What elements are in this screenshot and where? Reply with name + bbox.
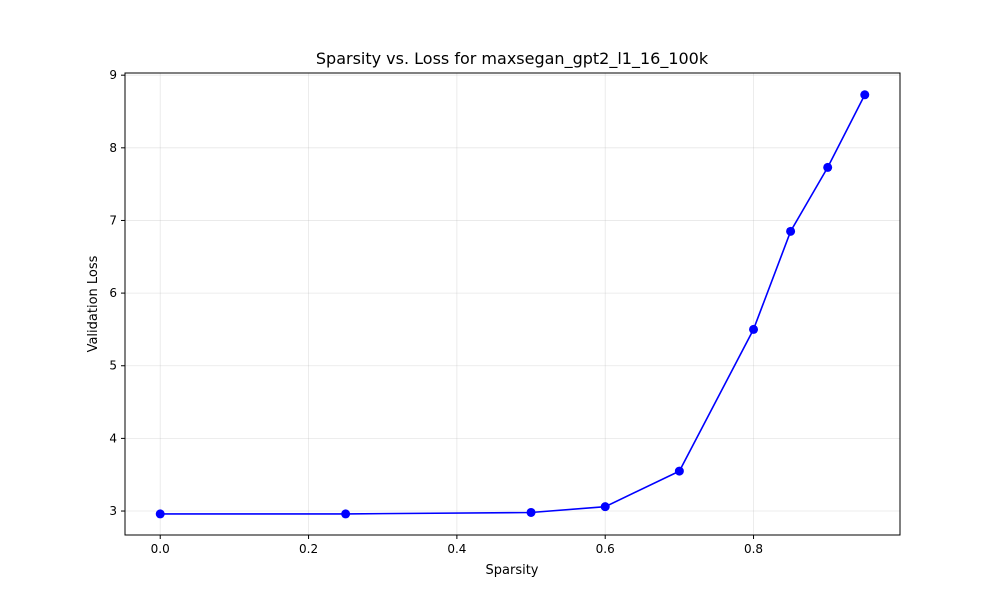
data-point <box>749 324 759 334</box>
data-point <box>786 226 796 236</box>
data-point <box>600 502 610 512</box>
data-point <box>526 507 536 517</box>
grid <box>125 73 900 535</box>
y-tick-label: 7 <box>109 213 117 227</box>
x-axis-label: Sparsity <box>486 563 539 578</box>
x-tick-label: 0.4 <box>447 542 466 556</box>
y-tick-label: 4 <box>109 431 117 445</box>
x-axis: 0.0 0.2 0.4 0.6 0.8 <box>151 535 763 556</box>
x-tick-label: 0.8 <box>744 542 763 556</box>
y-axis-label: Validation Loss <box>86 255 101 352</box>
y-tick-label: 8 <box>109 141 117 155</box>
data-point <box>674 466 684 476</box>
y-tick-label: 5 <box>109 359 117 373</box>
data-point <box>155 509 165 519</box>
y-tick-label: 9 <box>109 68 117 82</box>
series-layer <box>155 90 870 519</box>
x-tick-label: 0.6 <box>596 542 615 556</box>
x-tick-label: 0.0 <box>151 542 170 556</box>
y-tick-label: 6 <box>109 286 117 300</box>
data-point <box>341 509 351 519</box>
data-point <box>860 90 870 100</box>
x-tick-label: 0.2 <box>299 542 318 556</box>
y-axis: 3 4 5 6 7 8 9 <box>109 68 125 518</box>
data-point <box>823 162 833 172</box>
plot-area-frame <box>124 72 901 536</box>
y-tick-label: 3 <box>109 504 117 518</box>
chart-title: Sparsity vs. Loss for maxsegan_gpt2_l1_1… <box>316 49 709 69</box>
